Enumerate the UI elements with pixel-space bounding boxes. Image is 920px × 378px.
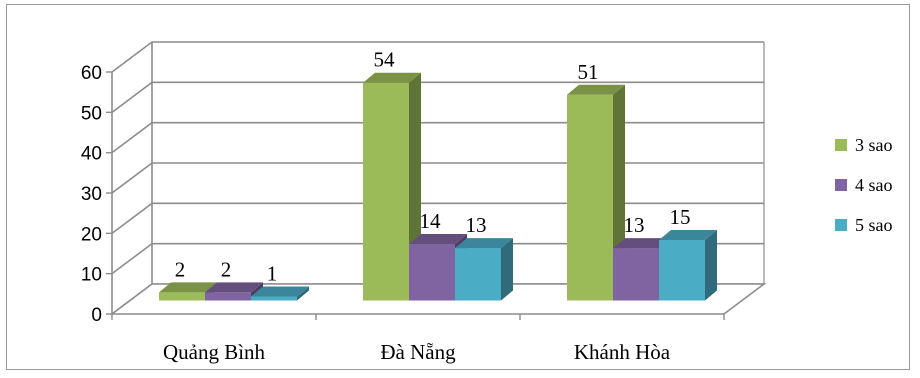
x-category-label: Quảng Bình	[163, 340, 266, 364]
bar-side	[297, 286, 309, 301]
legend-label: 3 sao	[855, 135, 893, 155]
bar-front	[251, 296, 297, 301]
bar-front	[455, 248, 501, 301]
bar-top	[159, 282, 217, 293]
data-label: 13	[466, 213, 487, 237]
bar-front	[159, 292, 205, 301]
bar-top	[455, 238, 513, 249]
bar-front	[363, 82, 409, 301]
data-label: 15	[670, 205, 691, 229]
gridline-side	[111, 41, 153, 73]
legend-swatch	[835, 139, 847, 151]
bar-top	[659, 230, 717, 240]
gridline-side	[111, 122, 153, 154]
x-category-label: Đà Nẵng	[380, 340, 456, 364]
data-label: 13	[624, 213, 645, 237]
gridline-side	[111, 81, 153, 113]
y-tick-label: 10	[81, 265, 102, 286]
y-tick-label: 40	[81, 144, 102, 165]
bar-top	[251, 286, 309, 297]
bar	[455, 238, 513, 301]
gridline-side	[111, 243, 153, 275]
bar-front	[205, 292, 251, 301]
bar-top	[363, 72, 421, 83]
y-tick-label: 0	[91, 305, 102, 326]
y-tick-label: 50	[81, 103, 102, 124]
bar-top	[205, 282, 263, 293]
data-label: 51	[578, 60, 599, 84]
bar	[659, 230, 717, 301]
bar-top	[567, 84, 625, 95]
bar-top	[409, 234, 467, 245]
bar-front	[659, 240, 705, 301]
x-category-label: Khánh Hòa	[574, 340, 671, 364]
bar-front	[567, 94, 613, 301]
y-tick-label: 20	[81, 224, 102, 245]
legend-swatch	[835, 179, 847, 191]
bar-side	[501, 238, 513, 301]
legend-swatch	[835, 219, 847, 231]
y-tick-label: 30	[81, 184, 102, 205]
bar-front	[613, 248, 659, 301]
legend-label: 4 sao	[855, 175, 893, 195]
data-label: 2	[175, 257, 186, 281]
gridline-side	[111, 202, 153, 234]
data-label: 54	[374, 48, 396, 72]
data-label: 2	[221, 257, 232, 281]
bar-top	[613, 238, 671, 249]
bar-front	[409, 244, 455, 301]
data-label: 14	[420, 209, 442, 233]
data-label: 1	[267, 261, 278, 285]
bar	[251, 286, 309, 301]
bar-side	[705, 230, 717, 301]
legend-label: 5 sao	[855, 215, 893, 235]
y-tick-label: 60	[81, 63, 102, 84]
gridline-side	[111, 162, 153, 194]
